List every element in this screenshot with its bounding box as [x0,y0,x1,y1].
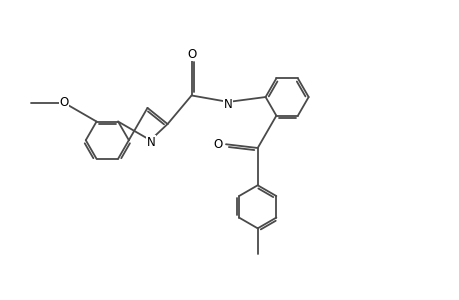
Text: N: N [147,136,156,148]
Text: O: O [60,96,69,110]
Text: O: O [186,48,196,61]
Text: N: N [224,98,232,111]
Text: O: O [213,138,222,151]
